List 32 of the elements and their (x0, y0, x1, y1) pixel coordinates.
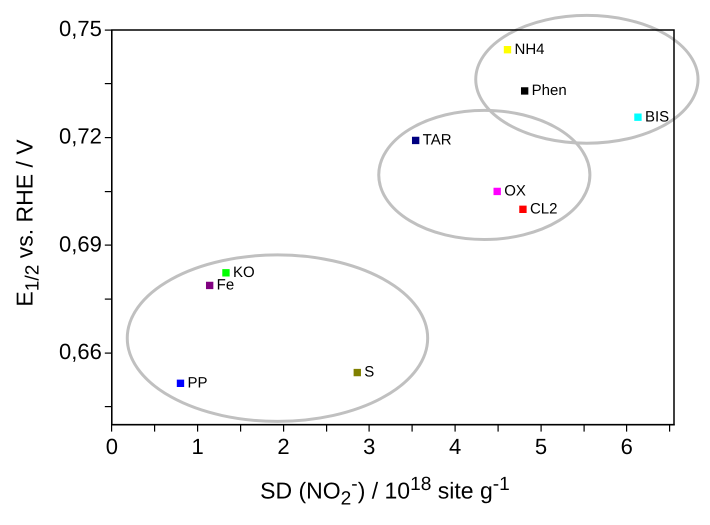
point (494, 188, 501, 196)
x-tick-label: 5 (534, 434, 548, 459)
point (519, 206, 527, 214)
y-tick-label: 0,72 (58, 124, 102, 149)
series-label: S (364, 364, 374, 381)
point (222, 269, 230, 277)
series-label: PP (187, 374, 208, 392)
x-tick-label: 1 (192, 434, 204, 459)
y-tick-label: 0,75 (58, 16, 102, 42)
series-label: CL2 (530, 200, 558, 218)
series-label: Phen (532, 82, 567, 100)
series-label: KO (232, 264, 255, 281)
x-tick-label: 3 (363, 434, 376, 459)
x-tick-label: 6 (620, 434, 633, 459)
y-tick-label: 0,69 (58, 231, 102, 256)
point (520, 87, 528, 95)
y-tick-label: 0,66 (58, 338, 102, 364)
x-axis-title: SD (NO$_{2}$$^{-}$) / 10$^{18}$ site g$^{-1}$ (259, 474, 511, 510)
series-label: NH4 (514, 40, 545, 58)
series-label: Fe (216, 276, 234, 294)
series-label: OX (504, 182, 526, 200)
point (176, 380, 184, 388)
series-label: TAR (422, 132, 452, 149)
x-tick-label: 2 (277, 434, 290, 459)
x-tick-label: 0 (106, 434, 118, 459)
point (412, 136, 420, 144)
point (206, 282, 214, 290)
point (354, 368, 361, 376)
series-label: BIS (644, 108, 670, 126)
point (634, 113, 642, 121)
x-tick-label: 4 (449, 434, 462, 459)
point (504, 46, 512, 54)
